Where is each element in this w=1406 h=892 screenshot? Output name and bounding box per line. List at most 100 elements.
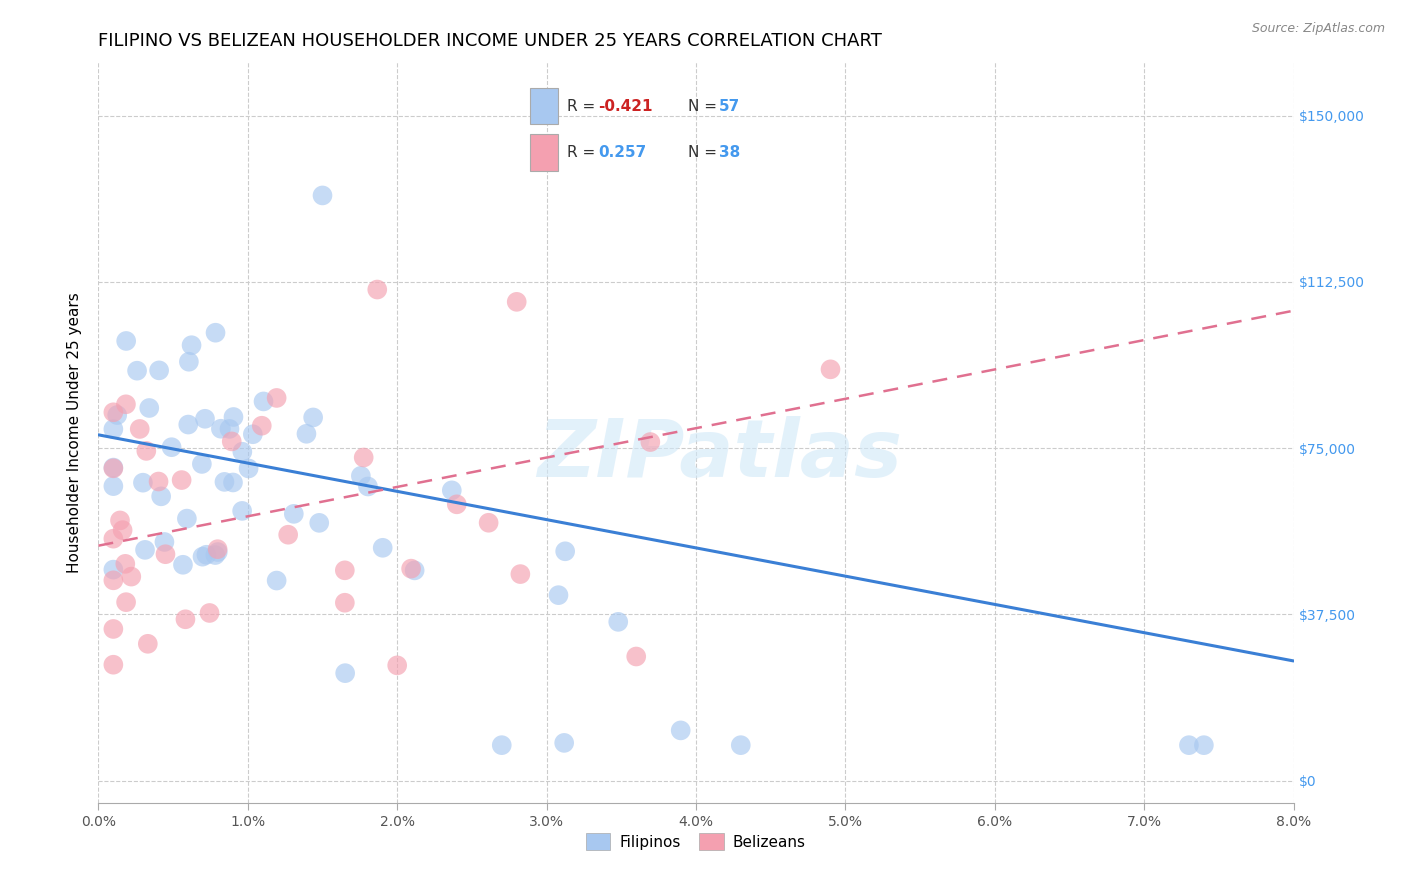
Point xyxy=(231,444,253,458)
Point xyxy=(108,513,131,527)
Point xyxy=(350,469,373,483)
Point xyxy=(155,547,177,561)
Point xyxy=(509,567,531,582)
Point xyxy=(820,362,842,376)
Point xyxy=(231,504,253,518)
Point xyxy=(103,422,125,436)
Point xyxy=(150,489,173,503)
Point xyxy=(103,657,125,672)
Point xyxy=(128,422,150,436)
Point xyxy=(204,326,226,340)
Point xyxy=(115,397,138,411)
Point xyxy=(103,479,125,493)
Point xyxy=(198,606,221,620)
Text: R =: R = xyxy=(568,99,600,114)
Point xyxy=(1178,738,1201,752)
Y-axis label: Householder Income Under 25 years: Householder Income Under 25 years xyxy=(67,293,83,573)
Point xyxy=(111,523,134,537)
Point xyxy=(191,457,214,471)
Point xyxy=(134,542,156,557)
Point xyxy=(640,435,662,450)
Point xyxy=(730,738,752,752)
Point xyxy=(554,544,576,558)
Point xyxy=(607,615,630,629)
Point xyxy=(176,511,198,525)
Point xyxy=(1192,738,1215,752)
Point xyxy=(221,434,243,449)
Point xyxy=(669,723,692,738)
Point xyxy=(103,563,125,577)
Point xyxy=(174,612,197,626)
Point xyxy=(207,542,229,557)
Point xyxy=(308,516,330,530)
Point xyxy=(103,460,125,475)
Point xyxy=(404,563,426,577)
Point xyxy=(204,548,226,562)
Text: N =: N = xyxy=(688,145,721,161)
Text: R =: R = xyxy=(568,145,600,161)
Point xyxy=(250,418,273,433)
Point xyxy=(160,440,183,454)
Point xyxy=(209,422,232,436)
Point xyxy=(506,294,529,309)
Point xyxy=(242,427,264,442)
Point xyxy=(385,658,409,673)
Point xyxy=(399,561,422,575)
Point xyxy=(333,666,356,681)
Bar xyxy=(530,134,558,171)
Point xyxy=(295,426,318,441)
Point xyxy=(353,450,375,465)
Point xyxy=(148,363,170,377)
Point xyxy=(357,479,380,493)
Point xyxy=(194,411,217,425)
Point xyxy=(311,188,333,202)
Point xyxy=(491,738,513,752)
Text: 38: 38 xyxy=(718,145,741,161)
Point xyxy=(547,588,569,602)
Point xyxy=(218,422,240,436)
Point xyxy=(135,443,157,458)
Legend: Filipinos, Belizeans: Filipinos, Belizeans xyxy=(578,825,814,858)
Text: N =: N = xyxy=(688,99,721,114)
Point xyxy=(195,548,218,562)
Point xyxy=(252,394,274,409)
Point xyxy=(125,364,148,378)
Point xyxy=(103,405,125,419)
Point xyxy=(266,574,288,588)
Point xyxy=(103,532,125,546)
Point xyxy=(277,527,299,541)
Point xyxy=(177,417,200,432)
Text: 57: 57 xyxy=(718,99,741,114)
Point xyxy=(333,563,356,577)
Point xyxy=(132,475,155,490)
Text: FILIPINO VS BELIZEAN HOUSEHOLDER INCOME UNDER 25 YEARS CORRELATION CHART: FILIPINO VS BELIZEAN HOUSEHOLDER INCOME … xyxy=(98,32,883,50)
Point xyxy=(177,355,200,369)
Point xyxy=(105,408,128,422)
Point xyxy=(440,483,463,498)
Point xyxy=(283,507,305,521)
Point xyxy=(103,574,125,588)
Point xyxy=(153,535,176,549)
Point xyxy=(114,557,136,571)
Point xyxy=(214,475,236,489)
Bar xyxy=(530,87,558,124)
Point xyxy=(180,338,202,352)
Point xyxy=(266,391,288,405)
Point xyxy=(103,622,125,636)
Point xyxy=(478,516,501,530)
Point xyxy=(103,461,125,475)
Point xyxy=(222,409,245,424)
Text: 0.257: 0.257 xyxy=(599,145,647,161)
Point xyxy=(333,596,356,610)
Point xyxy=(136,637,159,651)
Point xyxy=(191,549,214,564)
Point xyxy=(207,545,229,559)
Point xyxy=(553,736,575,750)
Point xyxy=(172,558,194,572)
Point xyxy=(120,569,142,583)
Point xyxy=(138,401,160,415)
Point xyxy=(148,475,170,489)
Point xyxy=(446,497,468,511)
Text: ZIPatlas: ZIPatlas xyxy=(537,416,903,494)
Point xyxy=(115,334,138,348)
